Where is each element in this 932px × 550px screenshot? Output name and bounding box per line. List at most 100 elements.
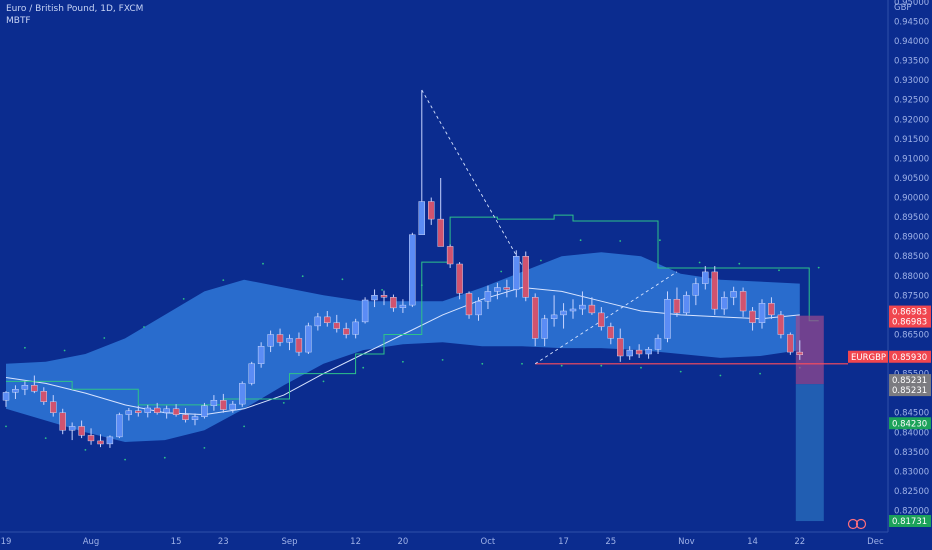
- candle: [380, 290, 388, 306]
- price-badge-bg: [889, 384, 931, 397]
- price-badge: 0.81731: [889, 515, 931, 528]
- candle: [692, 277, 699, 306]
- y-tick-label: 0.90000: [894, 194, 929, 204]
- candle-body: [361, 299, 369, 323]
- candle-body: [418, 201, 425, 235]
- price-badge-prefix: EURGBP: [851, 353, 886, 363]
- x-tick-label: 17: [558, 537, 569, 547]
- x-tick-label: 25: [605, 537, 616, 547]
- candle-body: [305, 325, 312, 353]
- price-badge: 0.86983: [889, 315, 931, 328]
- candle-body: [673, 299, 681, 314]
- trail-dot: [679, 370, 682, 373]
- candle-body: [503, 287, 510, 290]
- candle-body: [758, 303, 766, 324]
- trail-dot: [420, 284, 423, 287]
- y-tick-label: 0.82000: [894, 507, 929, 517]
- candle-body: [12, 389, 19, 393]
- candle: [191, 413, 199, 426]
- stop-loss-box: [795, 315, 824, 385]
- candle-body: [31, 385, 38, 392]
- take-profit-box: [795, 384, 824, 522]
- trail-dot: [600, 364, 603, 367]
- trail-dot: [262, 262, 264, 265]
- candle-body: [50, 401, 57, 413]
- trail-dot: [481, 362, 484, 365]
- x-tick-label: Sep: [281, 537, 297, 547]
- price-badge-bg: [889, 417, 931, 430]
- candles: [2, 89, 803, 448]
- channel-band: [6, 252, 800, 442]
- candle: [12, 385, 19, 399]
- candle: [475, 297, 482, 321]
- candle: [343, 322, 350, 339]
- x-tick-label: Nov: [678, 537, 695, 547]
- trail-dot: [738, 262, 741, 265]
- candle: [59, 408, 66, 435]
- trail-dot: [5, 425, 7, 428]
- candle: [248, 361, 255, 386]
- candle: [305, 322, 312, 355]
- price-badge-label: 0.85231: [892, 376, 927, 386]
- trail-dot: [698, 261, 701, 264]
- candle-body: [560, 310, 567, 316]
- trail-dot: [619, 240, 622, 242]
- candle: [588, 297, 596, 315]
- candle: [50, 395, 57, 417]
- candle-body: [711, 271, 718, 310]
- pattern-line-2: [534, 271, 678, 365]
- candle-body: [59, 412, 66, 431]
- candle: [87, 428, 95, 445]
- candle: [418, 89, 425, 235]
- trail-dot: [222, 279, 225, 281]
- candle-body: [144, 407, 152, 413]
- candle-body: [324, 316, 331, 323]
- x-tick-label: 20: [397, 537, 408, 547]
- candle-body: [796, 351, 803, 356]
- candle-body: [182, 414, 189, 420]
- candle: [465, 291, 473, 319]
- candle-body: [248, 363, 255, 384]
- price-badge-label: 0.85231: [892, 386, 927, 396]
- trail-dot: [243, 425, 246, 428]
- price-badge: 0.86983: [889, 305, 931, 318]
- candle: [428, 197, 435, 225]
- candle-body: [21, 385, 29, 390]
- trail-dot: [500, 270, 503, 273]
- candle: [324, 310, 331, 327]
- candle-body: [683, 295, 690, 314]
- candle: [144, 404, 152, 418]
- price-badge: 0.84230: [889, 417, 931, 430]
- candle: [276, 328, 284, 347]
- y-tick-label: 0.92000: [894, 115, 929, 125]
- trail-dot: [817, 266, 820, 269]
- price-badge-label: 0.85930: [892, 353, 927, 363]
- candle: [645, 346, 652, 359]
- candle: [295, 332, 303, 356]
- y-tick-label: 0.88500: [894, 252, 929, 262]
- trail-dot: [24, 346, 26, 349]
- trail-dot: [182, 298, 185, 300]
- candle: [550, 295, 558, 327]
- candle-body: [68, 426, 76, 431]
- target-marker-icon: [855, 518, 867, 530]
- candle: [229, 400, 237, 413]
- candle: [598, 307, 605, 331]
- candle-body: [579, 304, 586, 310]
- y-tick-label: 0.94000: [894, 37, 929, 47]
- candle-body: [257, 346, 265, 365]
- candle-body: [286, 338, 293, 343]
- candle-body: [409, 234, 416, 306]
- candle: [399, 299, 407, 313]
- candle: [787, 332, 794, 355]
- x-tick-label: 23: [218, 537, 229, 547]
- trail-dot: [322, 380, 325, 383]
- candle: [220, 393, 227, 413]
- candle-body: [238, 383, 246, 405]
- candle: [635, 344, 643, 358]
- candle: [31, 375, 38, 394]
- candle-body: [87, 435, 95, 442]
